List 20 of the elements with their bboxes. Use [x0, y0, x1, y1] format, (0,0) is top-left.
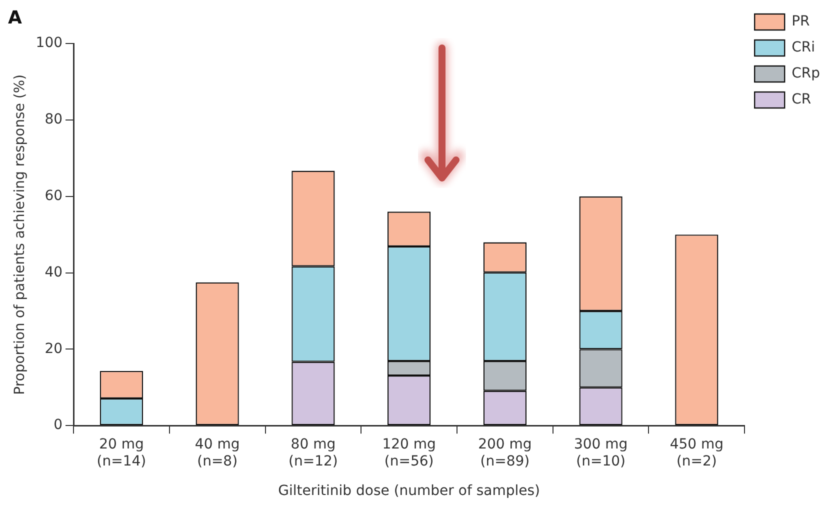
y-tick-label: 0	[54, 417, 63, 434]
x-tick-label: 450 mg (n=2)	[670, 436, 724, 470]
legend-label: CRp	[792, 66, 820, 82]
y-tick-label: 80	[44, 112, 63, 128]
y-tick-label: 40	[44, 264, 63, 280]
y-axis-title: Proportion of patients achieving response (%)	[12, 74, 28, 395]
legend-label: CR	[792, 92, 812, 108]
x-tick-label: 80 mg (n=12)	[288, 436, 338, 470]
x-axis-title: Gilteritinib dose (number of samples)	[278, 483, 540, 500]
x-tick-label: 20 mg (n=14)	[96, 436, 146, 470]
x-tick-label: 40 mg (n=8)	[194, 436, 240, 470]
legend-label: PR	[792, 14, 810, 30]
x-tick-label: 120 mg (n=56)	[382, 436, 436, 470]
y-tick-label: 100	[36, 35, 63, 52]
x-tick-label: 200 mg (n=89)	[478, 436, 532, 470]
chart-title: A	[8, 7, 22, 28]
x-tick-label: 300 mg (n=10)	[574, 436, 628, 470]
legend-label: CRi	[792, 40, 816, 56]
y-tick-label: 20	[44, 340, 63, 357]
y-tick-label: 60	[44, 188, 63, 204]
